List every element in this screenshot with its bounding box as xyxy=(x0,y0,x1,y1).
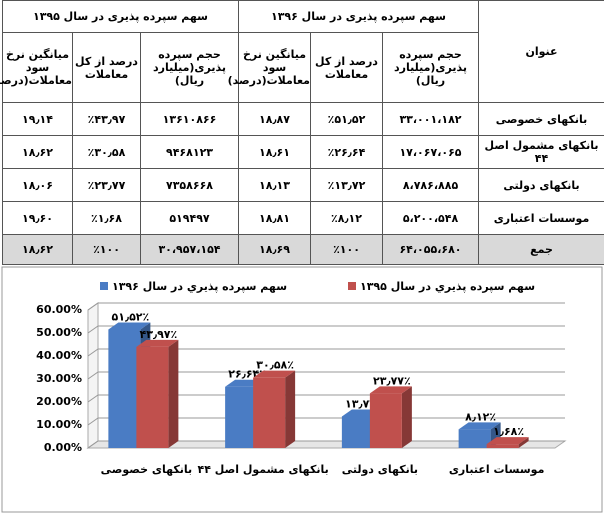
row-label: بانکهای خصوصی xyxy=(478,102,604,136)
bar xyxy=(369,386,412,448)
cell: ۱۸٫۱۳ xyxy=(238,168,311,202)
column-header: حجم سپرده پذیری(میلیارد ریال) xyxy=(140,32,239,103)
column-header: درصد از کل معاملات xyxy=(72,32,141,103)
cell: ۳۰،۹۵۷،۱۵۴ xyxy=(140,234,239,265)
cell: ۱۸٫۸۱ xyxy=(238,201,311,235)
table-row: بانکهای مشمول اصل ۴۴ ۱۷،۰۶۷،۰۶۵ ٪۲۶٫۶۴ ۱۸٫۶… xyxy=(2,135,604,169)
row-label: بانکهای مشمول اصل ۴۴ xyxy=(478,135,604,169)
cell: ۱۸٫۸۷ xyxy=(238,102,311,136)
x-tick-label: موسسات اعتباری xyxy=(449,463,545,476)
x-tick-label: بانکهای خصوصی xyxy=(101,463,193,476)
legend-swatch xyxy=(100,282,108,290)
cell: ۵۱۹۴۹۷ xyxy=(140,201,239,235)
y-tick-label: 0.00% xyxy=(44,441,82,454)
cell: ٪۱۰۰ xyxy=(310,234,383,265)
chart: 0.00% 10.00% 20.00% 30.00% 40.00% 50.00% 60.00… xyxy=(1,266,603,513)
cell: ۵،۲۰۰،۵۴۸ xyxy=(382,201,479,235)
header-row: عنوان سهم سپرده پذیری در سال ۱۳۹۶ سهم سپرد… xyxy=(2,0,604,103)
grid-line xyxy=(87,302,565,311)
row-label: موسسات اعتباری xyxy=(478,201,604,235)
cell: ٪۴۳٫۹۷ xyxy=(72,102,141,136)
data-label: ۱٫۶۸٪ xyxy=(493,425,524,438)
cell: ٪۳۰٫۵۸ xyxy=(72,135,141,169)
cell: ۹۴۶۸۱۲۳ xyxy=(140,135,239,169)
y-tick-label: 30.00% xyxy=(36,372,82,385)
grid-line xyxy=(87,371,565,380)
legend-label: سهم سپرده پذيري در سال ۱۳۹۵ xyxy=(360,280,535,293)
column-header: درصد از کل معاملات xyxy=(310,32,383,103)
data-label: ۲۳٫۷۷٪ xyxy=(373,374,411,387)
bar xyxy=(136,339,179,448)
group-header: سهم سپرده پذیری در سال ۱۳۹۵ xyxy=(2,0,239,33)
column-header: میانگین نرخ سود معاملات(درصد) xyxy=(0,32,73,103)
y-tick-label: 20.00% xyxy=(36,395,82,408)
cell: ٪۲۶٫۶۴ xyxy=(310,135,383,169)
y-tick-label: 60.00% xyxy=(36,303,82,316)
header-row: حجم سپرده پذیری(میلیارد ریال) درصد از کل … xyxy=(0,32,604,103)
y-tick-label: 10.00% xyxy=(36,418,82,431)
x-tick-label: بانکهای مشمول اصل ۴۴ xyxy=(198,463,329,476)
y-tick-label: 40.00% xyxy=(36,349,82,362)
cell: ۱۸٫۶۱ xyxy=(238,135,311,169)
cell: ٪۵۱٫۵۲ xyxy=(310,102,383,136)
bar xyxy=(486,437,529,448)
cell: ٪۱۰۰ xyxy=(72,234,141,265)
grid-line xyxy=(87,348,565,357)
cell: ٪۲۳٫۷۷ xyxy=(72,168,141,202)
legend-swatch xyxy=(348,282,356,290)
cell: ۳۳،۰۰۱،۱۸۲ xyxy=(382,102,479,136)
cell: ٪۱٫۶۸ xyxy=(72,201,141,235)
column-header: میانگین نرخ سود معاملات(درصد) xyxy=(228,32,311,103)
table-row: بانکهای دولتی ۸،۷۸۶،۸۸۵ ٪۱۳٫۷۲ ۱۸٫۱۳ ۷۳۵۸۶۶۸… xyxy=(2,168,604,202)
cell: ۱۹٫۶۰ xyxy=(2,201,73,235)
cell: ۸،۷۸۶،۸۸۵ xyxy=(382,168,479,202)
data-label: ۵۱٫۵۲٪ xyxy=(112,311,150,324)
y-tick-label: 50.00% xyxy=(36,326,82,339)
data-table: عنوان سهم سپرده پذیری در سال ۱۳۹۶ سهم سپرد… xyxy=(0,0,604,265)
column-header: حجم سپرده پذیری(میلیارد ریال) xyxy=(382,32,479,103)
title-col-header: عنوان xyxy=(478,0,604,103)
cell: ۱۸٫۰۶ xyxy=(2,168,73,202)
legend-label: سهم سپرده پذيري در سال ۱۳۹۶ xyxy=(112,280,287,293)
cell: ۱۸٫۶۲ xyxy=(2,234,73,265)
data-label: ۳۰٫۵۸٪ xyxy=(256,359,294,372)
cell: ٪۸٫۱۲ xyxy=(310,201,383,235)
cell: ٪۱۳٫۷۲ xyxy=(310,168,383,202)
table-row: موسسات اعتباری ۵،۲۰۰،۵۴۸ ٪۸٫۱۲ ۱۸٫۸۱ ۵۱۹۴۹۷ ٪… xyxy=(2,201,604,235)
row-label: بانکهای دولتی xyxy=(478,168,604,202)
cell: ۱۸٫۶۹ xyxy=(238,234,311,265)
grid-line xyxy=(87,325,565,334)
row-label: جمع xyxy=(478,234,604,265)
cell: ۱۸٫۶۲ xyxy=(2,135,73,169)
cell: ۱۹٫۱۴ xyxy=(2,102,73,136)
cell: ۷۳۵۸۶۶۸ xyxy=(140,168,239,202)
cell: ۱۷،۰۶۷،۰۶۵ xyxy=(382,135,479,169)
x-tick-label: بانکهای دولتی xyxy=(342,463,418,476)
group-header: سهم سپرده پذیری در سال ۱۳۹۶ xyxy=(238,0,479,33)
cell: ۱۳۶۱۰۸۶۶ xyxy=(140,102,239,136)
data-label: ۴۳٫۹۷٪ xyxy=(140,328,178,341)
table-row: جمع ۶۴،۰۵۵،۶۸۰ ٪۱۰۰ ۱۸٫۶۹ ۳۰،۹۵۷،۱۵۴ ٪۱۰۰ ۱۸٫۶… xyxy=(2,234,604,265)
bar xyxy=(253,370,296,448)
table-row: بانکهای خصوصی ۳۳،۰۰۱،۱۸۲ ٪۵۱٫۵۲ ۱۸٫۸۷ ۱۳۶۱۰۸… xyxy=(2,102,604,136)
data-label: ۸٫۱۲٪ xyxy=(465,410,496,423)
cell: ۶۴،۰۵۵،۶۸۰ xyxy=(382,234,479,265)
chart-frame xyxy=(1,266,603,513)
